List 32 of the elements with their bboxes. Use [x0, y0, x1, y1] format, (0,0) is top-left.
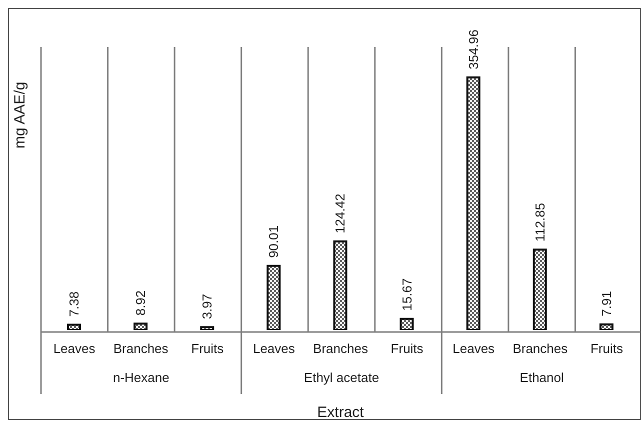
- x-axis-title: Extract: [317, 404, 365, 421]
- bar: [532, 248, 547, 330]
- data-label: 112.85: [532, 202, 548, 242]
- data-label: 3.97: [200, 294, 215, 320]
- x-tick-label: Fruits: [590, 341, 624, 356]
- bar: [200, 326, 214, 330]
- x-tick-label: Branches: [113, 341, 169, 356]
- bar: [134, 322, 148, 330]
- data-label: 15.67: [399, 278, 414, 311]
- data-label: 8.92: [133, 290, 148, 316]
- text: n-Hexane: [112, 370, 170, 385]
- data-label: 7.91: [598, 291, 614, 316]
- data-label: 7.38: [66, 291, 82, 317]
- x-tick-label: Branches: [512, 341, 568, 356]
- bar: [400, 318, 414, 330]
- bar: [466, 76, 480, 330]
- bar: [599, 323, 614, 330]
- x-tick-label: Leaves: [252, 341, 296, 356]
- data-label: 90.01: [266, 225, 282, 258]
- x-tick-label: Fruits: [390, 341, 424, 356]
- bar: [67, 324, 81, 330]
- x-tick-label: Fruits: [191, 341, 224, 356]
- x-tick-label: Leaves: [452, 341, 496, 356]
- data-label: 354.96: [466, 30, 481, 70]
- data-label: 124.42: [332, 194, 348, 234]
- bar: [266, 264, 281, 330]
- x-tick-label: Branches: [313, 341, 368, 356]
- y-axis-title: mg AAE/g: [11, 82, 28, 148]
- text: Ethyl acetate: [304, 370, 380, 385]
- text: Ethanol: [520, 370, 564, 385]
- x-tick-label: Leaves: [53, 341, 96, 356]
- bar: [333, 240, 348, 330]
